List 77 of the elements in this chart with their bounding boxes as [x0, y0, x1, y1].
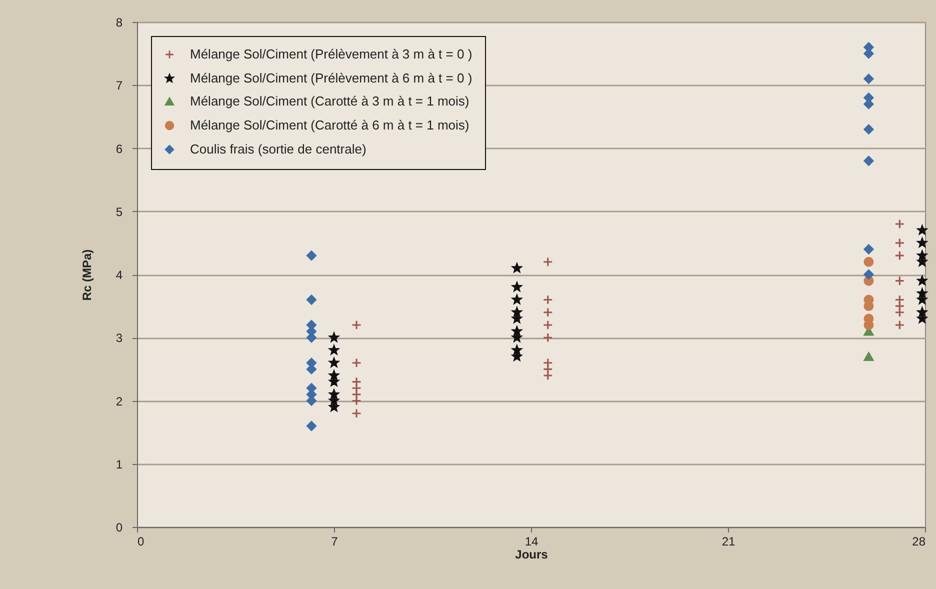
x-tick-label: 14	[524, 534, 538, 548]
y-axis-title: Rc (MPa)	[80, 249, 94, 301]
point	[864, 156, 874, 166]
point	[542, 294, 553, 305]
point	[512, 282, 522, 292]
point	[917, 238, 927, 248]
point	[512, 294, 522, 304]
point	[329, 376, 339, 386]
y-tick-label: 7	[116, 78, 123, 93]
point	[917, 250, 927, 260]
point	[864, 320, 874, 330]
point	[542, 332, 553, 343]
point	[329, 389, 339, 399]
point	[352, 383, 362, 394]
legend-label: Mélange Sol/Ciment (Prélèvement à 3 m à t = 0 )	[190, 46, 472, 62]
legend-label: Mélange Sol/Ciment (Carotté à 3 m à t = 1 mois)	[190, 94, 470, 108]
x-tick-label: 21	[722, 534, 736, 548]
point	[542, 364, 553, 374]
point	[894, 294, 905, 305]
y-tick-label: 1	[116, 457, 123, 472]
point	[542, 307, 553, 318]
y-tick-label: 2	[116, 394, 123, 408]
point	[864, 301, 874, 312]
point	[917, 294, 927, 304]
legend-label: Coulis frais (sortie de centrale)	[190, 142, 366, 156]
point	[306, 294, 316, 305]
x-tick-label: 0	[138, 534, 144, 548]
point	[306, 250, 316, 261]
point	[352, 320, 362, 330]
point	[894, 307, 905, 318]
point	[917, 314, 927, 323]
y-tick-label: 3	[116, 331, 123, 346]
point	[512, 352, 522, 361]
y-tick-label: 8	[116, 16, 123, 30]
point	[542, 370, 553, 380]
y-tick-label: 4	[116, 268, 123, 282]
point	[329, 396, 339, 405]
x-tick-label: 28	[912, 534, 926, 548]
point	[542, 320, 553, 330]
point	[329, 402, 339, 412]
point	[864, 352, 874, 361]
y-tick-label: 0	[116, 520, 123, 534]
point	[512, 332, 522, 342]
x-tick-label: 7	[331, 534, 338, 548]
y-tick-label: 6	[116, 142, 123, 156]
point	[352, 376, 362, 387]
point	[864, 256, 874, 267]
point	[329, 345, 339, 354]
point	[864, 74, 874, 84]
point	[512, 345, 522, 354]
point	[329, 370, 339, 380]
point	[917, 288, 927, 298]
y-tick-label: 5	[116, 204, 123, 219]
legend-label: Mélange Sol/Ciment (Carotté à 6 m à t = 1 mois)	[190, 118, 470, 132]
point	[864, 124, 874, 134]
point	[864, 244, 874, 254]
point	[352, 408, 362, 418]
point	[352, 389, 362, 400]
point	[917, 276, 927, 285]
point	[306, 421, 316, 431]
point	[512, 263, 522, 272]
point	[542, 358, 553, 368]
point	[352, 358, 362, 368]
point	[894, 219, 905, 229]
point	[512, 314, 522, 323]
point	[894, 320, 905, 330]
point	[864, 270, 874, 280]
point	[894, 238, 905, 248]
point	[352, 396, 362, 406]
point	[894, 250, 905, 261]
point	[894, 276, 905, 286]
point	[917, 225, 927, 234]
x-axis-title: Jours	[515, 548, 548, 562]
legend-label: Mélange Sol/Ciment (Prélèvement à 6 m à t = 0 )	[190, 70, 472, 86]
point	[542, 256, 553, 267]
point	[329, 332, 339, 342]
point	[329, 358, 339, 368]
